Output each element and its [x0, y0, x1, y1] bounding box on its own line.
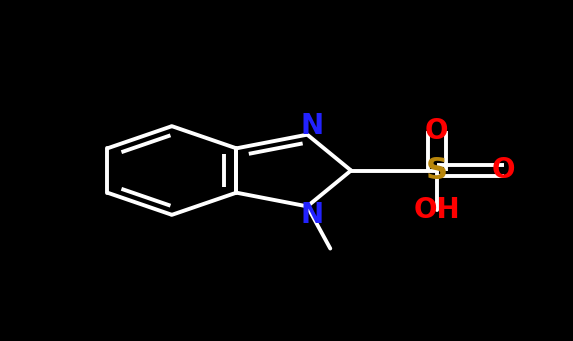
- Text: O: O: [492, 157, 516, 184]
- Text: S: S: [426, 156, 448, 185]
- Text: N: N: [301, 201, 324, 229]
- Text: OH: OH: [413, 196, 460, 224]
- Text: N: N: [301, 112, 324, 140]
- Text: O: O: [425, 117, 449, 145]
